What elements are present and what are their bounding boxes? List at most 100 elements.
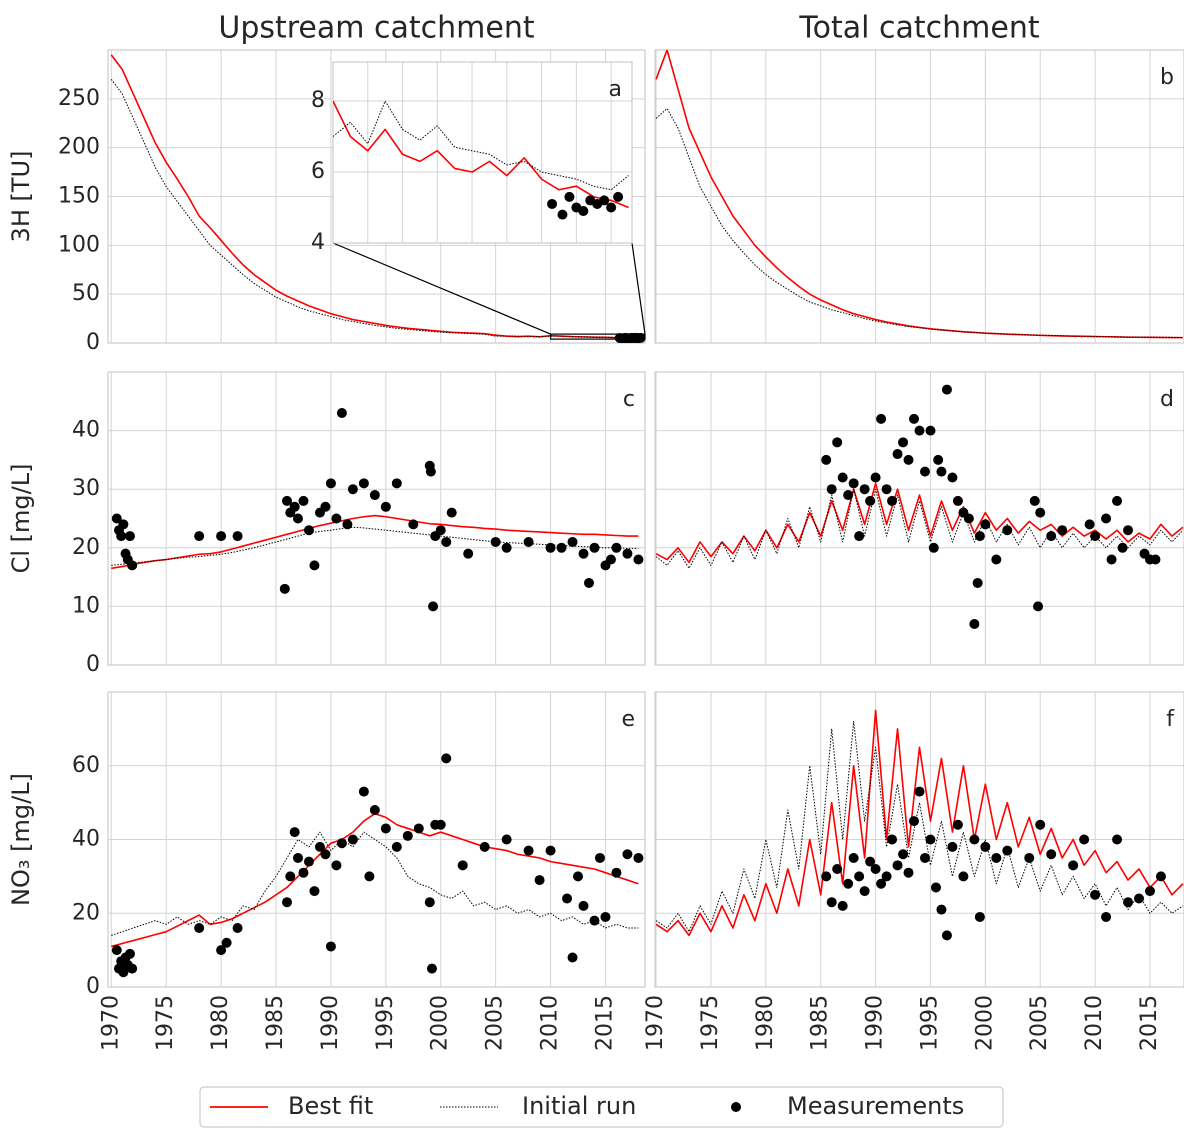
measurement-point: [424, 897, 435, 908]
measurement-point: [974, 911, 985, 922]
y-axis-label: 3H [TU]: [7, 151, 35, 243]
measurement-point: [289, 501, 300, 512]
measurement-point: [865, 495, 876, 506]
y-tick-label: 40: [72, 827, 100, 852]
measurement-point: [1090, 889, 1101, 900]
x-tick-label: 1990: [863, 995, 888, 1051]
measurement-point: [991, 852, 1002, 863]
measurement-point: [118, 519, 129, 530]
y-tick-label: 100: [58, 232, 100, 257]
measurement-point: [292, 852, 303, 863]
y-tick-label: 0: [86, 974, 100, 999]
x-tick-label: 1970: [643, 995, 668, 1051]
measurement-point: [589, 542, 600, 553]
measurement-point: [562, 893, 573, 904]
measurement-point: [523, 845, 534, 856]
measurement-point: [314, 841, 325, 852]
x-tick-label: 2000: [428, 995, 453, 1051]
series-line: [111, 514, 639, 570]
measurement-point: [111, 513, 122, 524]
measurement-point: [870, 472, 881, 483]
panel: 0 10 20 30 40 Cl [mg/L] c: [7, 371, 646, 677]
measurement-point: [1150, 554, 1161, 565]
measurement-point: [600, 911, 611, 922]
measurement-point: [919, 466, 930, 477]
measurement-point: [1123, 525, 1134, 536]
measurement-point: [1112, 834, 1123, 845]
measurement-point: [821, 871, 832, 882]
panel-letter: a: [609, 77, 622, 102]
y-tick-label: 20: [72, 900, 100, 925]
plot-frame: [107, 691, 646, 988]
measurement-point: [1117, 542, 1128, 553]
measurement-point: [298, 867, 309, 878]
measurement-point: [936, 904, 947, 915]
plot-frame: [654, 691, 1184, 988]
measurement-point: [336, 838, 347, 849]
x-tick-label: 1985: [263, 995, 288, 1051]
x-tick-label: 2015: [1137, 995, 1162, 1051]
data-layer: [655, 50, 1183, 339]
measurement-point: [303, 856, 314, 867]
y-tick-label: 0: [86, 330, 100, 355]
measurement-point: [622, 849, 633, 860]
measurement-point: [216, 531, 227, 542]
measurement-point: [564, 191, 575, 202]
measurement-point: [1106, 554, 1117, 565]
measurement-point: [325, 941, 336, 952]
measurement-point: [369, 490, 380, 501]
measurement-point: [843, 490, 854, 501]
measurement-point: [622, 548, 633, 559]
y-tick-label: 150: [58, 184, 100, 209]
measurement-point: [118, 967, 129, 978]
measurement-point: [408, 519, 419, 530]
measurement-point: [1123, 897, 1134, 908]
measurement-point: [358, 786, 369, 797]
measurement-point: [947, 841, 958, 852]
measurement-point: [457, 860, 468, 871]
panel-letter: b: [1160, 65, 1174, 90]
measurement-point: [523, 536, 534, 547]
x-tick-label: 1970: [98, 995, 123, 1051]
measurement-point: [1046, 849, 1057, 860]
measurement-point: [391, 478, 402, 489]
measurement-point: [557, 209, 568, 220]
measurement-point: [292, 513, 303, 524]
measurement-point: [1134, 893, 1145, 904]
measurement-point: [919, 852, 930, 863]
measurement-point: [1068, 860, 1079, 871]
measurement-point: [892, 860, 903, 871]
measurement-point: [876, 878, 887, 889]
measurement-point: [898, 437, 909, 448]
measurement-point: [1101, 911, 1112, 922]
measurement-point: [309, 886, 320, 897]
y-tick-label: 50: [72, 281, 100, 306]
measurement-point: [611, 542, 622, 553]
measurement-point: [594, 852, 605, 863]
measurement-point: [545, 542, 556, 553]
x-tick-label: 2010: [538, 995, 563, 1051]
measurement-point: [216, 945, 227, 956]
measurement-point: [380, 823, 391, 834]
measurement-point: [974, 531, 985, 542]
measurement-point: [613, 191, 624, 202]
measurement-point: [441, 753, 452, 764]
x-tick-label: 1995: [917, 995, 942, 1051]
measurement-point: [898, 849, 909, 860]
panel-letter: e: [621, 707, 635, 732]
measurement-point: [865, 856, 876, 867]
measurement-point: [930, 882, 941, 893]
measurement-point: [1084, 519, 1095, 530]
measurement-point: [279, 583, 290, 594]
measurement-point: [331, 513, 342, 524]
panel: 4 6 8 a: [311, 61, 646, 340]
measurement-point: [303, 525, 314, 536]
measurement-point: [969, 834, 980, 845]
y-tick-label: 200: [58, 135, 100, 160]
measurement-point: [501, 542, 512, 553]
measurement-point: [843, 878, 854, 889]
measurement-point: [980, 841, 991, 852]
measurement-point: [391, 841, 402, 852]
measurement-point: [567, 536, 578, 547]
legend-label: Measurements: [787, 1092, 964, 1120]
